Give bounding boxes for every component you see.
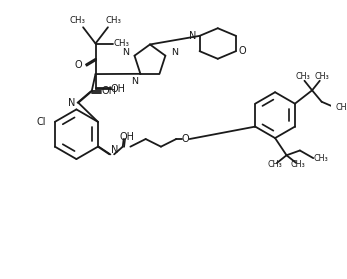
Text: O: O — [75, 59, 82, 69]
Text: N: N — [189, 31, 196, 41]
Text: CH₃: CH₃ — [268, 160, 282, 169]
Text: CH₃: CH₃ — [291, 160, 305, 169]
Text: Cl: Cl — [37, 117, 46, 127]
Text: N: N — [131, 77, 138, 86]
Text: CH₃: CH₃ — [69, 16, 85, 25]
Text: N: N — [122, 48, 129, 57]
Text: CH₃: CH₃ — [105, 16, 122, 25]
Text: N: N — [171, 48, 178, 57]
Text: N: N — [111, 145, 119, 155]
Text: CH₃: CH₃ — [295, 73, 310, 81]
Text: O: O — [182, 134, 189, 144]
Text: CH₃: CH₃ — [314, 154, 328, 163]
Text: N: N — [68, 98, 75, 108]
Text: CH₃: CH₃ — [314, 73, 329, 81]
Text: OH: OH — [101, 86, 116, 96]
Text: CH₃: CH₃ — [335, 103, 347, 112]
Text: CH₃: CH₃ — [113, 39, 129, 48]
Text: OH: OH — [119, 132, 134, 142]
Text: O: O — [239, 46, 246, 56]
Text: OH: OH — [111, 84, 126, 94]
